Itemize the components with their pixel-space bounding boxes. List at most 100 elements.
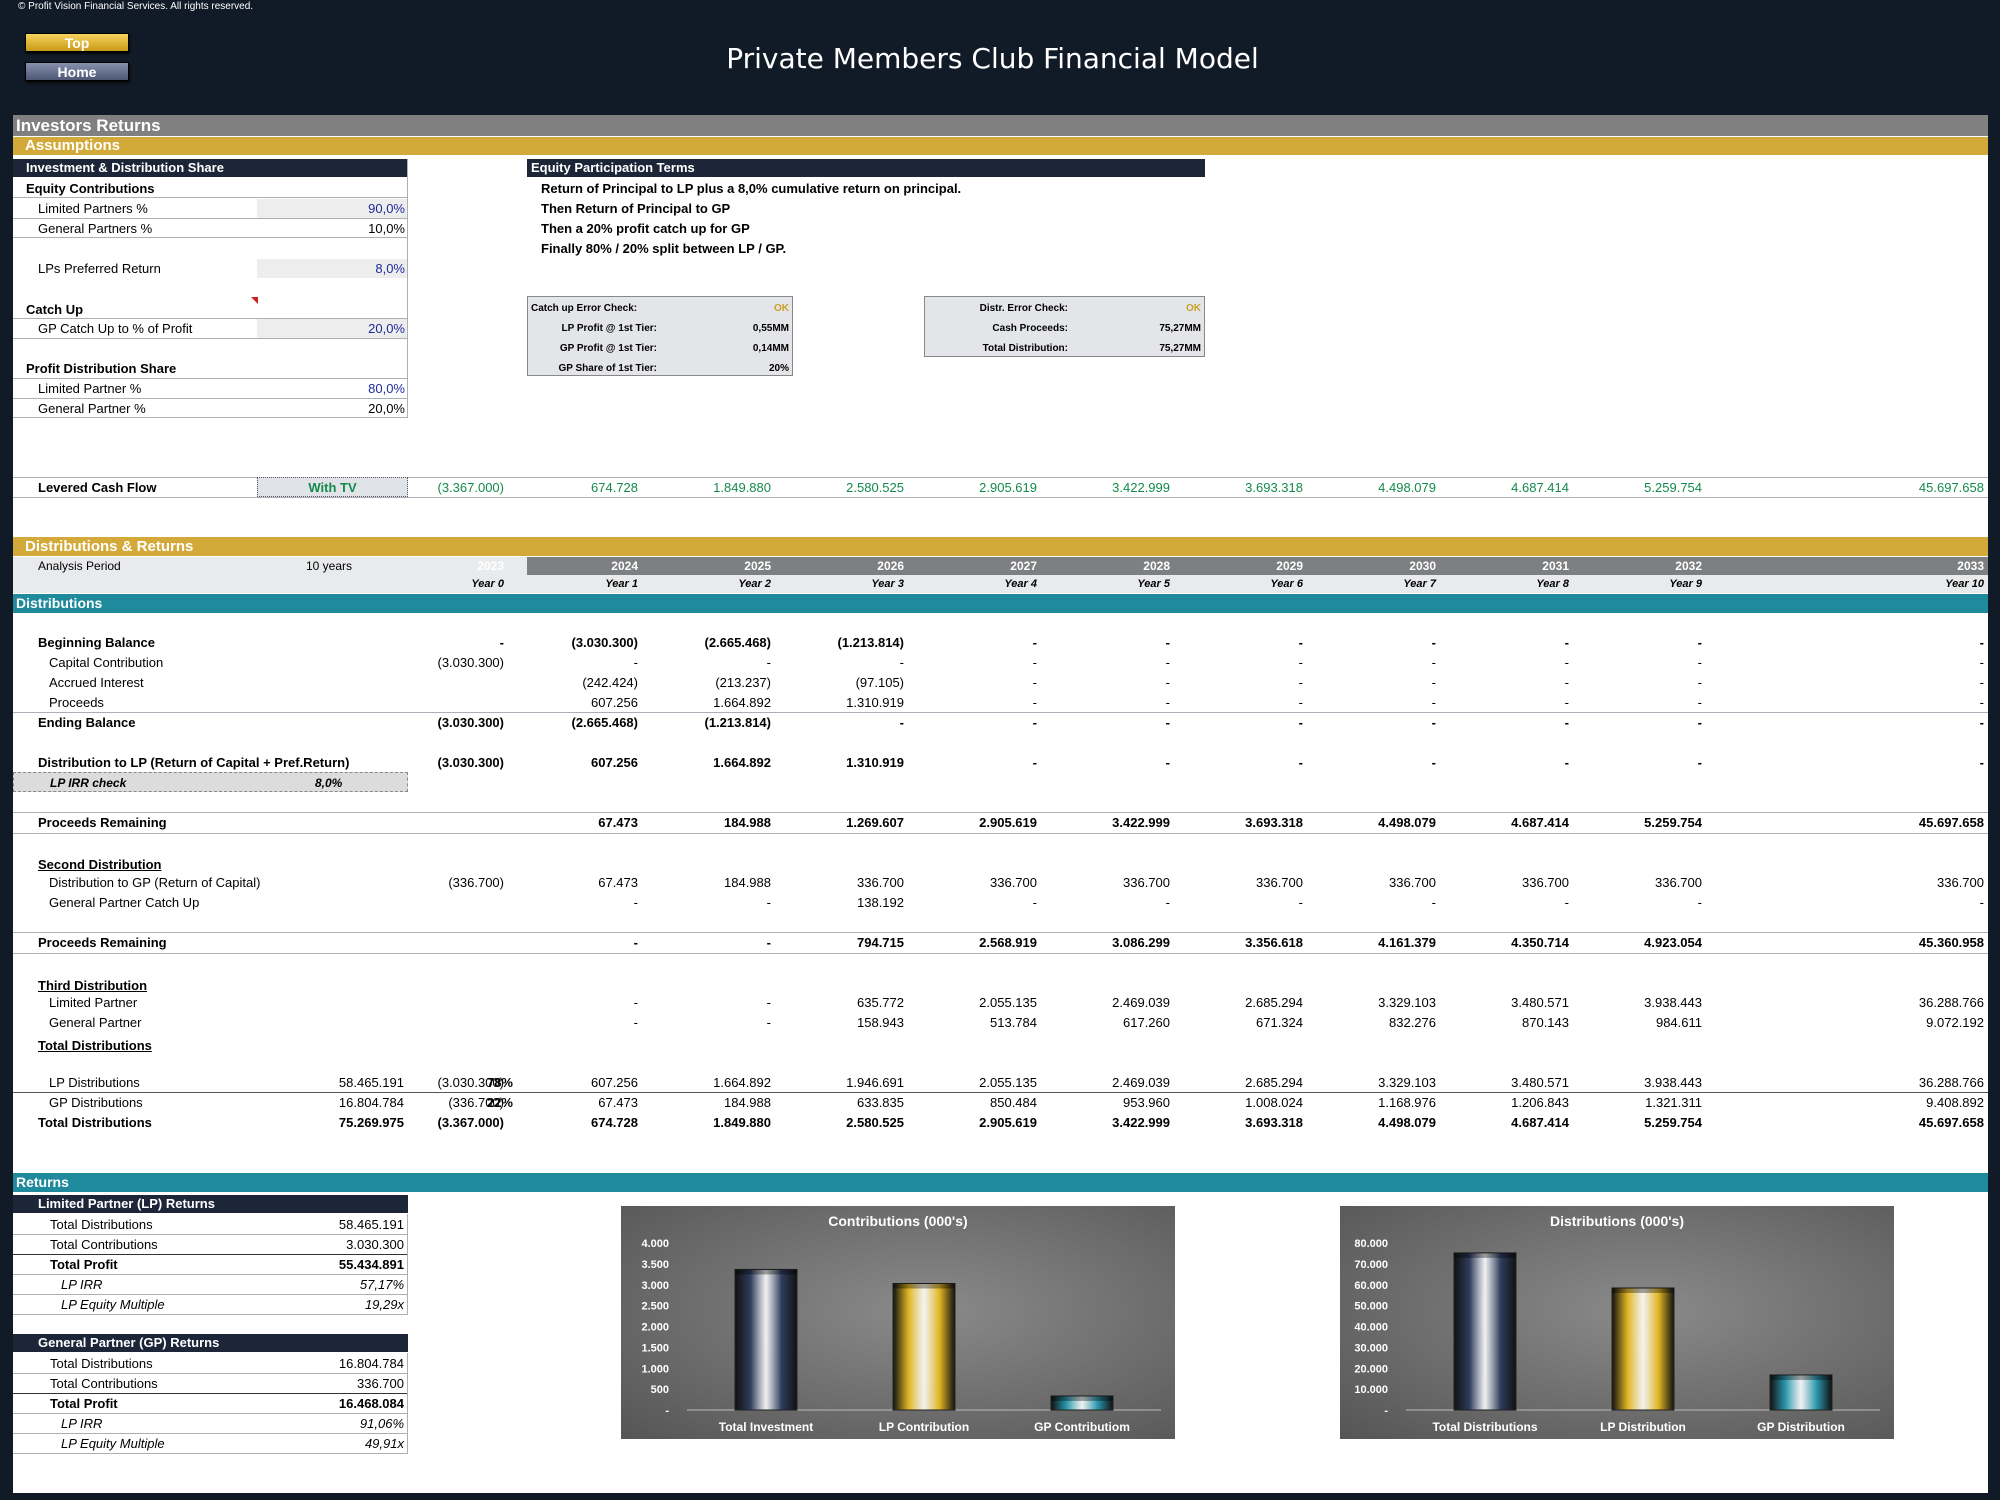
table-row-label: General Partner Catch Up xyxy=(49,895,200,910)
lp-profit-tier-label: LP Profit @ 1st Tier: xyxy=(561,323,657,334)
table-cell: 3.356.618 xyxy=(1245,935,1303,950)
table-cell: 4.687.414 xyxy=(1511,1115,1569,1130)
x-category-label: LP Contribution xyxy=(879,1420,969,1434)
table-cell: 3.422.999 xyxy=(1112,1115,1170,1130)
table-cell: 2.055.135 xyxy=(979,1075,1037,1090)
table-cell: 1.664.892 xyxy=(713,755,771,770)
table-row-label: Proceeds xyxy=(49,695,104,710)
table-cell: 3.693.318 xyxy=(1245,1115,1303,1130)
year-header-cell: 2026 xyxy=(877,559,904,573)
table-cell: - xyxy=(1298,715,1303,730)
y-tick-label: 70.000 xyxy=(1354,1259,1388,1271)
table-cell: - xyxy=(1165,695,1170,710)
table-cell: - xyxy=(1298,635,1303,650)
table-row-label: Limited Partner xyxy=(49,995,138,1010)
table-cell: 2.905.619 xyxy=(979,1115,1037,1130)
equity-terms-header: Equity Participation Terms xyxy=(527,159,1205,177)
analysis-period-value: 10 years xyxy=(306,559,353,573)
table-cell: (242.424) xyxy=(582,675,638,690)
table-row-label: General Partner xyxy=(49,1015,142,1030)
lp-share-value: 80,0% xyxy=(368,381,405,396)
levered-cf-cell: 4.498.079 xyxy=(1378,480,1436,495)
levered-mode-value: With TV xyxy=(308,480,357,495)
analysis-period-label: Analysis Period xyxy=(38,559,121,573)
terms-line-3: Then a 20% profit catch up for GP xyxy=(541,221,750,236)
table-cell: 1.664.892 xyxy=(713,1075,771,1090)
table-row-label: LP Distributions xyxy=(49,1075,140,1090)
year-index-cell: Year 5 xyxy=(1137,578,1170,590)
pref-return-input[interactable] xyxy=(257,259,408,278)
table-cell: - xyxy=(1979,675,1984,690)
y-tick-label: 20.000 xyxy=(1354,1363,1388,1375)
table-cell: 870.143 xyxy=(1522,1015,1569,1030)
gp-share-label: General Partner % xyxy=(38,401,146,416)
y-tick-label: 60.000 xyxy=(1354,1280,1388,1292)
table-cell: - xyxy=(899,655,904,670)
table-cell: 336.700 xyxy=(1522,875,1569,890)
total-distributions-label: Total Distributions xyxy=(38,1038,152,1053)
lp_returns-value: 3.030.300 xyxy=(346,1237,404,1252)
levered-cf-cell: (3.367.000) xyxy=(437,480,505,495)
table-cell: - xyxy=(1564,635,1569,650)
distribution-check-box xyxy=(924,296,1205,357)
table-cell: - xyxy=(1298,675,1303,690)
gp-catch-input[interactable] xyxy=(257,319,408,338)
table-cell: - xyxy=(1032,655,1037,670)
table-row-label: Proceeds Remaining xyxy=(38,935,167,950)
table-cell: 336.700 xyxy=(1389,875,1436,890)
year-header-cell: 2033 xyxy=(1957,559,1984,573)
table-cell: 1.310.919 xyxy=(846,695,904,710)
lp-pct-input[interactable] xyxy=(257,199,408,218)
y-tick-label: 1.500 xyxy=(641,1342,669,1354)
spreadsheet-area: Investors Returns Assumptions Investment… xyxy=(13,115,1988,1493)
table-cell: - xyxy=(1697,695,1702,710)
investment-share-header: Investment & Distribution Share xyxy=(13,159,408,177)
table-cell: 3.329.103 xyxy=(1378,1075,1436,1090)
table-cell: - xyxy=(1431,695,1436,710)
table-row-label: Capital Contribution xyxy=(49,655,164,670)
table-cell: 184.988 xyxy=(724,1095,771,1110)
table-cell: - xyxy=(633,995,638,1010)
table-cell: 3.480.571 xyxy=(1511,995,1569,1010)
y-tick-label: 3.000 xyxy=(641,1280,669,1292)
gp-returns-header: General Partner (GP) Returns xyxy=(13,1334,408,1352)
year-header-cell: 2030 xyxy=(1409,559,1436,573)
year-header-cell: 2025 xyxy=(744,559,771,573)
levered-cf-cell: 2.905.619 xyxy=(979,480,1037,495)
table-cell: (3.030.300) xyxy=(437,1075,505,1090)
table-cell: 635.772 xyxy=(857,995,904,1010)
table-cell: (3.367.000) xyxy=(437,1115,505,1130)
comment-indicator-icon[interactable] xyxy=(251,297,258,304)
levered-mode-select[interactable] xyxy=(257,477,408,497)
table-cell: - xyxy=(899,715,904,730)
table-cell: - xyxy=(1431,895,1436,910)
table-cell: - xyxy=(1564,675,1569,690)
table-cell: - xyxy=(1032,895,1037,910)
year-header-cell: 2031 xyxy=(1542,559,1569,573)
profit-share-label: Profit Distribution Share xyxy=(26,361,177,376)
y-tick-label: 50.000 xyxy=(1354,1301,1388,1313)
section-returns: Returns xyxy=(13,1173,1988,1192)
levered-cf-cell: 1.849.880 xyxy=(713,480,771,495)
row-total-cell: 58.465.191 xyxy=(338,1075,404,1090)
table-cell: - xyxy=(766,935,771,950)
table-cell: - xyxy=(1032,755,1037,770)
table-cell: 1.310.919 xyxy=(846,755,904,770)
table-cell: 4.498.079 xyxy=(1378,815,1436,830)
catch-up-label: Catch Up xyxy=(26,302,84,317)
lp_returns-label: Total Distributions xyxy=(50,1217,153,1232)
top-button[interactable]: Top xyxy=(25,33,129,52)
table-cell: - xyxy=(1697,755,1702,770)
table-cell: 4.498.079 xyxy=(1378,1115,1436,1130)
bar-top-shade xyxy=(1051,1395,1113,1401)
table-cell: 2.580.525 xyxy=(846,1115,904,1130)
table-cell: - xyxy=(1697,895,1702,910)
gp_returns-value: 16.804.784 xyxy=(338,1356,404,1371)
table-cell: - xyxy=(766,1015,771,1030)
cash-proceeds-value: 75,27MM xyxy=(1159,323,1201,334)
home-button[interactable]: Home xyxy=(25,62,129,81)
gp-catch-value: 20,0% xyxy=(368,321,405,336)
table-cell: - xyxy=(1298,655,1303,670)
year-header-cell: 2032 xyxy=(1675,559,1702,573)
table-cell: 1.008.024 xyxy=(1245,1095,1303,1110)
